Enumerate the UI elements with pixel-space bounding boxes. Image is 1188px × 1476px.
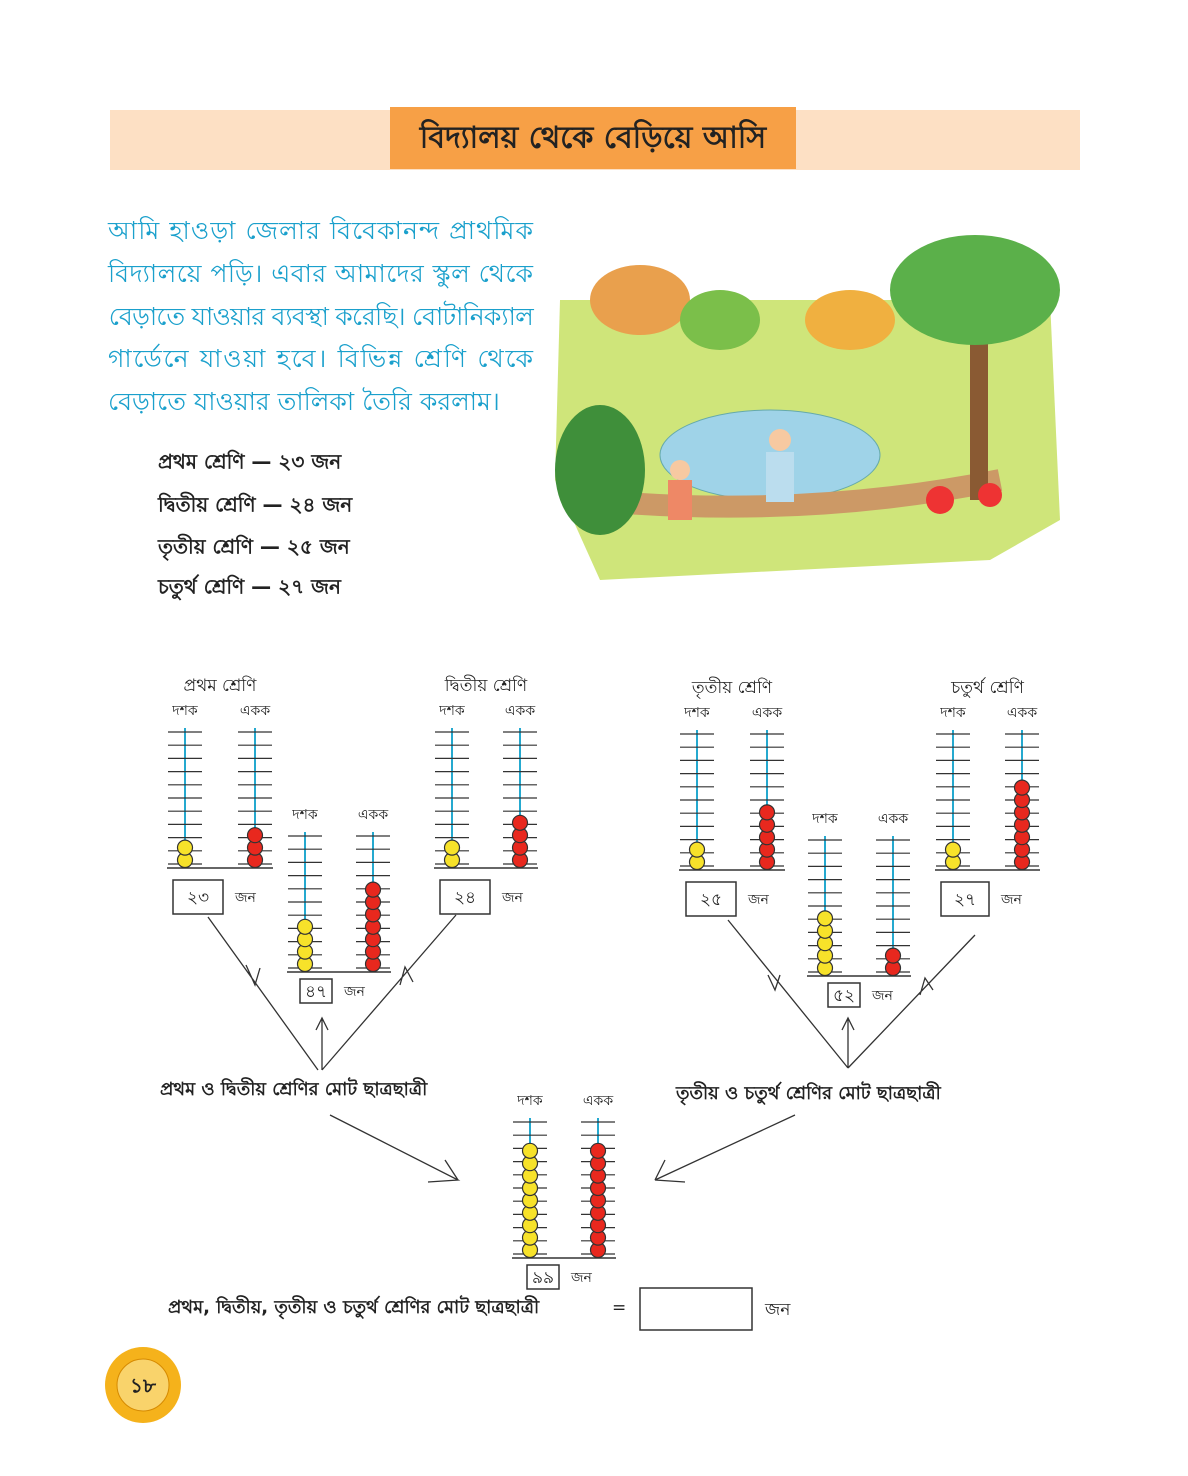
tens-label: দশক: [516, 1093, 543, 1109]
bead: [589, 1142, 607, 1159]
paragraph-line: বিদ্যালয়ে পড়ি। এবার আমাদের স্কুল থেকে: [107, 259, 533, 289]
caption: প্রথম ও দ্বিতীয় শ্রেণির মোট ছাত্রছাত্রী: [160, 1077, 428, 1100]
count-value: ২৩: [187, 888, 209, 908]
count-value: ২৫: [700, 890, 722, 910]
count-value: ২৭: [954, 890, 976, 910]
abacus-title: চতুর্থ শ্রেণি: [950, 677, 1024, 698]
paragraph-line: বেড়াতে যাওয়ার তালিকা তৈরি করলাম।: [108, 387, 500, 416]
bead: [364, 881, 382, 898]
count-box: [172, 879, 224, 915]
bead: [443, 839, 461, 856]
tens-label: দশক: [811, 811, 838, 827]
ones-label: একক: [752, 705, 782, 721]
class-count: তৃতীয় শ্রেণি — ২৫ জন: [157, 534, 351, 561]
count-unit: জন: [501, 890, 524, 906]
arrows: [207, 914, 976, 1183]
bead: [944, 841, 962, 858]
ones-label: একক: [505, 703, 535, 719]
count-box: [685, 881, 737, 917]
bead: [246, 827, 264, 844]
answer-box: [639, 1287, 753, 1331]
tens-label: দশক: [683, 705, 710, 721]
count-unit: জন: [234, 890, 257, 906]
count-value: ৪৭: [305, 982, 327, 1002]
tens-label: দশক: [171, 703, 198, 719]
caption: তৃতীয় ও চতুর্থ শ্রেণির মোট ছাত্রছাত্রী: [675, 1081, 942, 1106]
abacus-title: দ্বিতীয় শ্রেণি: [444, 675, 528, 696]
title-box: [390, 107, 796, 169]
bead: [688, 841, 706, 858]
total-equals: =: [612, 1298, 626, 1318]
bead: [884, 947, 902, 964]
bead: [1013, 779, 1031, 796]
page-number: ১৮: [130, 1374, 157, 1398]
paragraph-line: বেড়াতে যাওয়ার ব্যবস্থা করেছি। বোটানিক্…: [109, 301, 534, 331]
total-unit: জন: [764, 1300, 791, 1320]
count-unit: জন: [871, 988, 894, 1004]
count-box: [827, 982, 861, 1008]
count-value: ৯৯: [532, 1268, 554, 1288]
ones-label: একক: [240, 703, 270, 719]
bead: [521, 1142, 539, 1159]
tens-label: দশক: [939, 705, 966, 721]
count-unit: জন: [343, 984, 366, 1000]
paragraph-line: আমি হাওড়া জেলার বিবেকানন্দ প্রাথমিক: [107, 216, 534, 245]
count-box: [940, 881, 990, 917]
ones-label: একক: [358, 807, 388, 823]
count-value: ২৪: [454, 888, 476, 908]
bead: [511, 814, 529, 831]
paragraph-line: গার্ডেনে যাওয়া হবে। বিভিন্ন শ্রেণি থেকে: [108, 344, 533, 373]
title: বিদ্যালয় থেকে বেড়িয়ে আসি: [419, 119, 768, 156]
count-unit: জন: [747, 892, 770, 908]
abacus-title: তৃতীয় শ্রেণি: [691, 677, 773, 698]
count-box: [299, 978, 333, 1004]
count-value: ৫২: [833, 986, 855, 1006]
tens-label: দশক: [291, 807, 318, 823]
bead: [758, 804, 776, 821]
abacus-title: প্রথম শ্রেণি: [184, 675, 258, 696]
page-badge: [105, 1347, 181, 1423]
count-box: [439, 879, 491, 915]
bead: [816, 910, 834, 927]
class-count: প্রথম শ্রেণি — ২৩ জন: [158, 450, 342, 474]
illustration: [555, 235, 1060, 580]
count-unit: জন: [570, 1270, 593, 1286]
ones-label: একক: [1007, 705, 1037, 721]
class-count: দ্বিতীয় শ্রেণি — ২৪ জন: [157, 492, 353, 517]
bead: [176, 839, 194, 856]
count-unit: জন: [1000, 892, 1023, 908]
bead: [296, 918, 314, 935]
count-box: [526, 1264, 560, 1290]
ones-label: একক: [583, 1093, 613, 1109]
total-text: প্রথম, দ্বিতীয়, তৃতীয় ও চতুর্থ শ্রেণির…: [168, 1295, 540, 1320]
ones-label: একক: [878, 811, 908, 827]
tens-label: দশক: [438, 703, 465, 719]
class-count: চতুর্থ শ্রেণি — ২৭ জন: [157, 574, 342, 601]
